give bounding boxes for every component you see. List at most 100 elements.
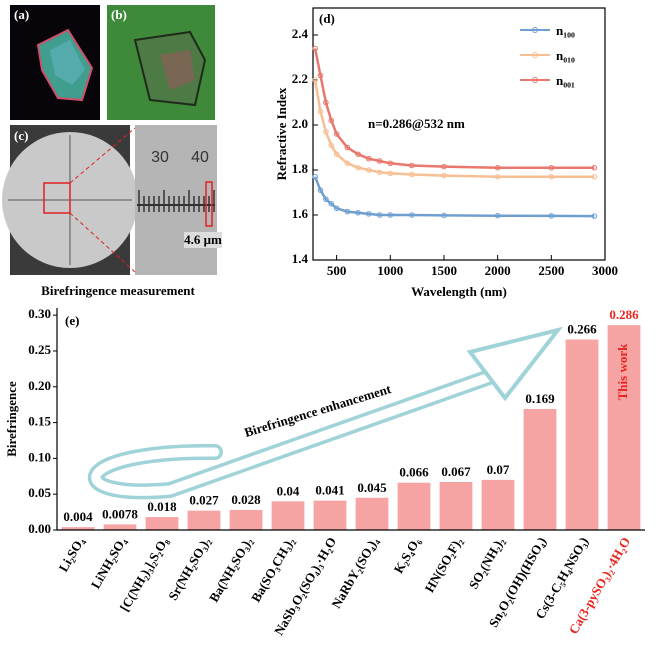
point bbox=[548, 173, 555, 180]
scale-ticks bbox=[138, 190, 215, 212]
x-tick-label: 3000 bbox=[592, 263, 618, 278]
scale-bar-box bbox=[184, 232, 222, 248]
point bbox=[344, 160, 351, 167]
crystal-b-highlight bbox=[160, 50, 195, 90]
arrow-inner bbox=[91, 370, 500, 496]
zoom-line bbox=[69, 127, 136, 184]
point bbox=[344, 144, 351, 151]
bar bbox=[313, 500, 347, 530]
point bbox=[328, 142, 335, 149]
point bbox=[494, 212, 501, 219]
legend-label: n₁₀₀ bbox=[556, 23, 575, 38]
point bbox=[323, 99, 329, 106]
bar bbox=[103, 524, 137, 530]
x-tick-label: Ba(NH₂SO₃)₂ bbox=[206, 534, 255, 604]
bar bbox=[187, 510, 221, 530]
point bbox=[441, 172, 447, 179]
series-line bbox=[313, 48, 595, 169]
bar bbox=[229, 509, 263, 530]
scale-number: 30 bbox=[151, 149, 169, 166]
point bbox=[355, 164, 361, 171]
point bbox=[408, 212, 415, 218]
point bbox=[591, 173, 598, 180]
bar bbox=[397, 482, 431, 530]
point bbox=[323, 128, 329, 135]
y-tick-label: 0.00 bbox=[28, 521, 51, 536]
value-label: 0.028 bbox=[231, 492, 261, 507]
point bbox=[548, 213, 555, 219]
bar bbox=[145, 517, 179, 530]
bar bbox=[565, 339, 599, 530]
value-label: 0.286 bbox=[609, 307, 639, 322]
point bbox=[387, 170, 394, 177]
plot-frame bbox=[312, 7, 606, 261]
point bbox=[408, 162, 415, 169]
value-label: 0.066 bbox=[399, 465, 429, 480]
x-axis-label: Wavelength (nm) bbox=[411, 284, 507, 299]
legend-label: n₀₀₁ bbox=[556, 73, 575, 88]
y-tick-label: 0.25 bbox=[28, 342, 51, 357]
y-tick-label: 1.6 bbox=[292, 206, 309, 221]
y-tick-label: 2.2 bbox=[292, 71, 308, 86]
x-tick-label: 2500 bbox=[538, 263, 564, 278]
bar bbox=[61, 527, 95, 530]
zoom-line bbox=[69, 212, 136, 273]
point bbox=[366, 155, 372, 162]
point bbox=[328, 200, 335, 207]
point bbox=[355, 209, 361, 216]
point bbox=[387, 160, 394, 167]
x-tick-label: HN(SO₂F)₂ bbox=[422, 534, 466, 595]
value-label: 0.027 bbox=[189, 493, 219, 508]
point bbox=[312, 173, 318, 180]
point bbox=[317, 72, 324, 79]
value-label: 0.169 bbox=[525, 391, 555, 406]
legend-label: n₀₁₀ bbox=[556, 48, 575, 63]
legend-marker bbox=[532, 52, 538, 58]
point bbox=[344, 208, 351, 215]
highlight-text: This work bbox=[615, 343, 630, 400]
point bbox=[494, 173, 501, 180]
point bbox=[333, 131, 340, 137]
scale-bar: 4.6 μm bbox=[184, 232, 222, 247]
point bbox=[312, 45, 318, 52]
arrow-head bbox=[466, 326, 564, 402]
point bbox=[355, 151, 361, 158]
point bbox=[387, 212, 394, 218]
value-label: 0.067 bbox=[441, 464, 471, 479]
value-label: 0.07 bbox=[487, 462, 510, 477]
x-tick-label: K₂S₄O₆ bbox=[391, 534, 424, 575]
point bbox=[494, 164, 501, 171]
value-label: 0.041 bbox=[315, 483, 344, 498]
value-label: 0.04 bbox=[277, 483, 300, 498]
point bbox=[328, 117, 335, 124]
point bbox=[376, 212, 383, 218]
point bbox=[408, 171, 415, 178]
y-axis-label: Refractive Index bbox=[274, 87, 289, 180]
bar bbox=[607, 325, 641, 530]
x-tick-label: Sr(NH₂SO₃)₂ bbox=[165, 534, 213, 602]
legend-marker bbox=[532, 77, 538, 83]
y-tick-label: 0.10 bbox=[28, 449, 51, 464]
point bbox=[317, 108, 324, 115]
point bbox=[548, 164, 555, 171]
y-tick-label: 2.4 bbox=[292, 26, 309, 41]
value-label: 0.045 bbox=[357, 480, 387, 495]
x-tick-label: 2000 bbox=[485, 263, 511, 278]
point bbox=[591, 213, 598, 219]
x-tick-label: LiNH₂SO₄ bbox=[88, 534, 130, 591]
x-tick-label: SO₂(NH₂)₂ bbox=[466, 534, 508, 591]
point bbox=[591, 164, 598, 171]
value-label: 0.004 bbox=[63, 509, 93, 524]
measure-box bbox=[205, 181, 213, 227]
panel-label: (c) bbox=[14, 128, 28, 143]
x-tick-label: Li₂SO₄ bbox=[55, 534, 87, 574]
bar bbox=[523, 408, 557, 530]
crystal-a-highlight bbox=[50, 40, 85, 85]
caption: Birefringence measurement bbox=[41, 283, 195, 298]
value-label: 0.018 bbox=[147, 499, 177, 514]
y-tick-label: 1.4 bbox=[292, 251, 309, 266]
y-tick-label: 2.0 bbox=[292, 116, 308, 131]
y-tick-label: 0.15 bbox=[28, 414, 51, 429]
bar bbox=[481, 479, 515, 530]
